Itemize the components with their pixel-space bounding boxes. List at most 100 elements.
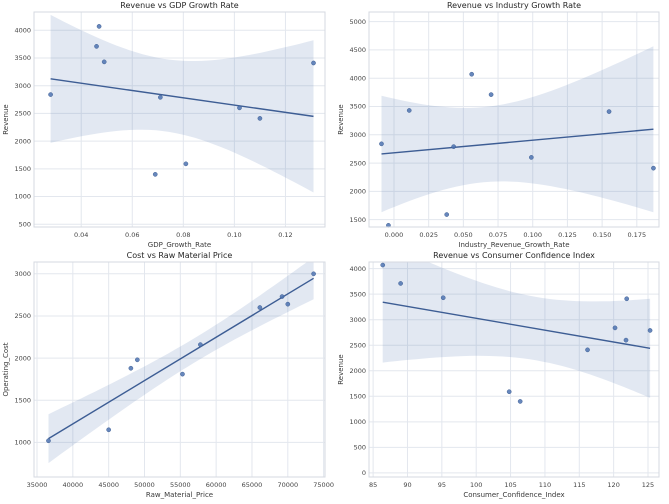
- subplot-cost-vs-raw-material-price: Cost vs Raw Material Price 35000 40000 4500…: [0, 250, 335, 500]
- x-tick-label: 0.10: [227, 231, 241, 239]
- x-axis-label: Industry_Revenue_Growth_Rate: [458, 241, 569, 249]
- confidence-band: [48, 262, 314, 464]
- data-point: [257, 116, 263, 121]
- y-tick-label: 2500: [349, 341, 366, 349]
- y-tick-label: 1000: [14, 439, 31, 447]
- data-point: [406, 108, 412, 113]
- data-point: [279, 294, 285, 299]
- plot-border: [33, 11, 326, 228]
- x-tick-label: 70000: [277, 481, 298, 489]
- data-point: [237, 105, 242, 111]
- x-tick-label: 75000: [313, 481, 334, 489]
- chart-title: Revenue vs Industry Growth Rate: [447, 1, 581, 10]
- chart-canvas: Revenue vs GDP Growth Rate 0.04 0.06 0.08 0.…: [2, 1, 326, 249]
- data-point: [128, 365, 134, 371]
- confidence-band: [381, 46, 654, 213]
- data-point: [451, 144, 456, 150]
- y-tick-label: 2000: [349, 188, 366, 196]
- y-axis-label: Operating_Cost: [2, 342, 10, 396]
- data-point: [469, 71, 475, 77]
- x-tick-label: 0.06: [125, 231, 139, 239]
- data-point: [183, 161, 189, 167]
- y-tick-label: 3000: [349, 131, 366, 139]
- y-tick-label: 2500: [349, 159, 366, 167]
- x-tick-label: 0.150: [593, 231, 612, 239]
- y-axis-label: Revenue: [337, 354, 345, 385]
- data-point: [311, 60, 316, 66]
- y-tick-label: 3000: [14, 270, 31, 278]
- x-tick-label: 90: [403, 481, 411, 489]
- x-tick-label: 0.050: [454, 231, 473, 239]
- y-tick-label: 3500: [349, 103, 366, 111]
- data-point: [444, 212, 450, 217]
- data-point: [152, 172, 158, 177]
- y-tick-label: 500: [19, 220, 31, 228]
- y-tick-label: 3500: [14, 54, 31, 62]
- confidence-band: [50, 14, 314, 193]
- data-point: [398, 281, 403, 286]
- plot-border: [33, 261, 326, 478]
- x-axis-label: Raw_Material_Price: [146, 491, 213, 499]
- regression-line: [381, 128, 654, 155]
- y-tick-label: 4000: [349, 265, 366, 273]
- y-tick-label: 3000: [349, 316, 366, 324]
- data-point: [651, 165, 656, 171]
- regression-line: [382, 301, 651, 349]
- y-tick-label: 2000: [349, 367, 366, 375]
- data-point: [528, 155, 534, 160]
- data-point: [46, 438, 51, 444]
- data-point: [285, 301, 291, 307]
- y-tick-label: 1000: [14, 193, 31, 201]
- y-tick-label: 3500: [349, 290, 366, 298]
- x-tick-label: 35000: [27, 481, 48, 489]
- subplot-revenue-vs-consumer-confidence: Revenue vs Consumer Confidence Index 85 90…: [335, 250, 669, 500]
- y-tick-label: 2500: [14, 110, 31, 118]
- data-point: [624, 296, 630, 302]
- y-tick-label: 0: [362, 469, 366, 477]
- x-tick-label: 0.075: [489, 231, 508, 239]
- chart-canvas: Revenue vs Consumer Confidence Index 85 90…: [337, 251, 660, 499]
- y-tick-label: 1500: [349, 216, 366, 224]
- y-tick-label: 500: [354, 444, 366, 452]
- data-point: [96, 24, 102, 29]
- x-tick-label: 55000: [170, 481, 191, 489]
- x-tick-label: 0.175: [627, 231, 646, 239]
- y-tick-label: 4500: [349, 46, 366, 54]
- y-tick-label: 4000: [14, 26, 31, 34]
- data-point: [134, 357, 140, 363]
- x-tick-label: 105: [504, 481, 516, 489]
- x-tick-label: 65000: [242, 481, 263, 489]
- data-point: [606, 109, 612, 114]
- data-point: [506, 389, 512, 395]
- x-tick-label: 60000: [206, 481, 227, 489]
- chart-canvas: Revenue vs Industry Growth Rate 0.000 0.02…: [337, 1, 660, 249]
- x-tick-label: 45000: [98, 481, 119, 489]
- y-tick-label: 3000: [14, 82, 31, 90]
- y-tick-label: 5000: [349, 18, 366, 26]
- x-tick-label: 100: [470, 481, 482, 489]
- plot-border: [368, 261, 660, 478]
- confidence-band: [382, 262, 651, 398]
- data-point: [380, 262, 386, 268]
- x-tick-label: 120: [607, 481, 619, 489]
- x-tick-label: 0.12: [278, 231, 292, 239]
- x-tick-label: 50000: [134, 481, 155, 489]
- regression-line: [50, 78, 314, 118]
- x-tick-label: 95: [438, 481, 446, 489]
- data-point: [257, 305, 263, 310]
- x-axis-label: GDP_Growth_Rate: [148, 241, 211, 249]
- y-tick-label: 1500: [14, 396, 31, 404]
- data-point: [198, 342, 203, 347]
- y-tick-label: 4000: [349, 74, 366, 82]
- data-point: [517, 399, 523, 404]
- y-axis-label: Revenue: [337, 104, 345, 135]
- plot-border: [368, 11, 660, 228]
- data-point: [180, 371, 185, 377]
- data-point: [440, 295, 446, 301]
- x-tick-label: 0.04: [74, 231, 88, 239]
- y-tick-label: 1500: [14, 165, 31, 173]
- y-tick-label: 1000: [349, 418, 366, 426]
- subplot-revenue-vs-industry-growth: Revenue vs Industry Growth Rate 0.000 0.02…: [335, 0, 669, 250]
- x-tick-label: 115: [573, 481, 585, 489]
